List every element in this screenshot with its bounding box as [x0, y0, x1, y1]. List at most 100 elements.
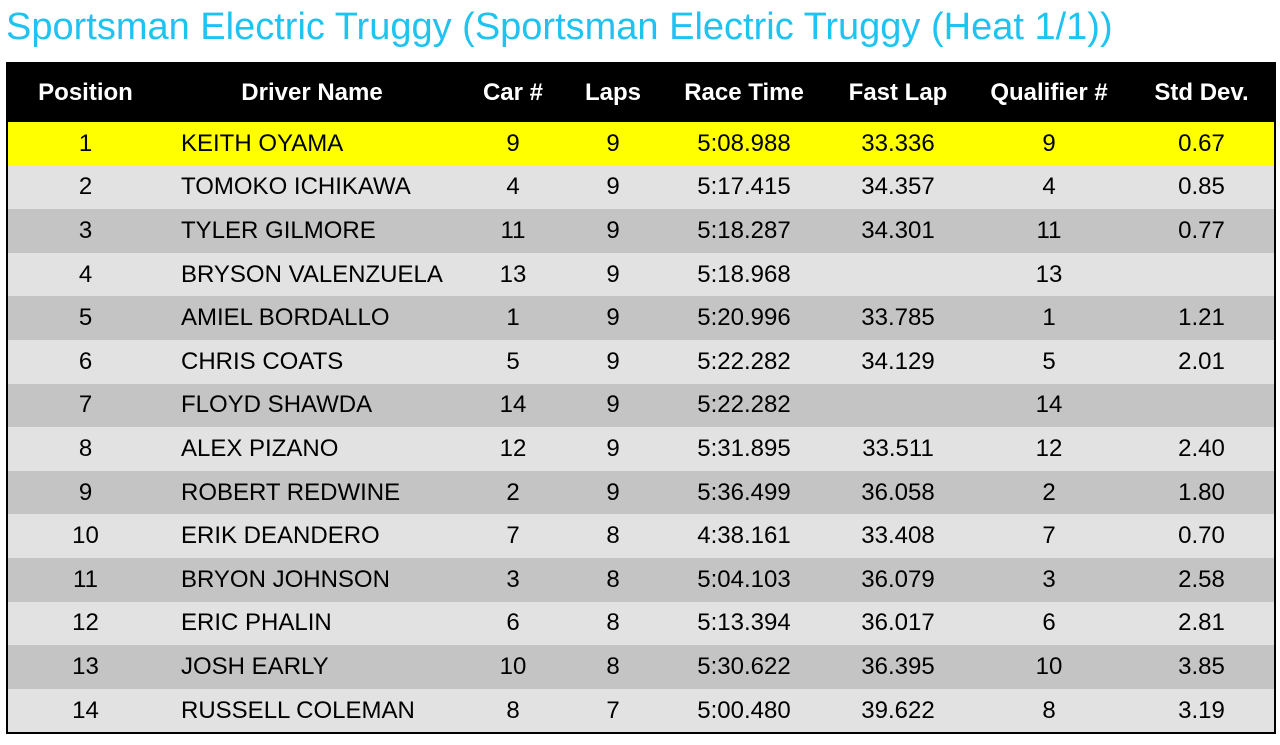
table-row: 12 ERIC PHALIN 6 8 5:13.394 36.017 6 2.81: [7, 601, 1275, 646]
table-cell: 9: [7, 470, 163, 515]
table-cell: 4: [461, 165, 565, 210]
table-cell: 8: [7, 427, 163, 471]
table-cell: 10: [969, 645, 1129, 689]
table-cell: 36.395: [827, 645, 969, 689]
table-cell: 36.079: [827, 557, 969, 602]
table-cell: JOSH EARLY: [163, 645, 461, 689]
table-cell: 1.21: [1129, 296, 1275, 340]
table-cell: ERIK DEANDERO: [163, 514, 461, 558]
table-cell: 5:18.968: [661, 252, 827, 297]
table-cell: 7: [969, 514, 1129, 558]
column-header: Position: [38, 79, 133, 106]
table-body: 1 KEITH OYAMA 9 9 5:08.988 33.336 9 0.67 2 TOMOKO…: [7, 122, 1275, 734]
table-cell: ALEX PIZANO: [163, 427, 461, 471]
table-cell: 2.01: [1129, 339, 1275, 384]
column-header: Std Dev.: [1154, 79, 1249, 106]
table-cell: 8: [565, 557, 661, 602]
table-cell: 9: [565, 470, 661, 515]
table-cell: 10: [461, 645, 565, 689]
table-cell: 5: [969, 339, 1129, 384]
table-cell: 5:31.895: [661, 427, 827, 471]
table-cell: 5:13.394: [661, 601, 827, 646]
table-cell: [827, 252, 969, 297]
column-header: Driver Name: [241, 79, 383, 106]
table-cell: 9: [565, 165, 661, 210]
table-cell: 5:18.287: [661, 209, 827, 253]
table-cell: 8: [565, 514, 661, 558]
table-cell: 5:04.103: [661, 557, 827, 602]
table-cell: 9: [565, 383, 661, 428]
table-cell: 9: [969, 122, 1129, 166]
table-cell: 9: [461, 122, 565, 166]
table-cell: 34.301: [827, 209, 969, 253]
table-row: 11 BRYON JOHNSON 3 8 5:04.103 36.079 3 2.58: [7, 557, 1275, 602]
table-cell: 13: [7, 645, 163, 689]
table-cell: 2: [7, 165, 163, 210]
table-row: 14 RUSSELL COLEMAN 8 7 5:00.480 39.622 8 3.19: [7, 688, 1275, 734]
table-cell: 8: [969, 688, 1129, 734]
table-cell: 33.408: [827, 514, 969, 558]
table-cell: 11: [7, 557, 163, 602]
table-cell: 3: [7, 209, 163, 253]
table-cell: 3.19: [1129, 688, 1275, 734]
table-cell: 5: [461, 339, 565, 384]
page-title: Sportsman Electric Truggy (Sportsman Ele…: [6, 6, 1113, 48]
table-cell: KEITH OYAMA: [163, 122, 461, 166]
table-cell: 34.357: [827, 165, 969, 210]
table-row: 13 JOSH EARLY 10 8 5:30.622 36.395 10 3.85: [7, 645, 1275, 689]
column-header: Fast Lap: [848, 79, 948, 106]
table-cell: 10: [7, 514, 163, 558]
table-cell: AMIEL BORDALLO: [163, 296, 461, 340]
table-row: 1 KEITH OYAMA 9 9 5:08.988 33.336 9 0.67: [7, 122, 1275, 166]
table-cell: 5:30.622: [661, 645, 827, 689]
table-cell: CHRIS COATS: [163, 339, 461, 384]
table-cell: 5:22.282: [661, 383, 827, 428]
table-cell: 5: [7, 296, 163, 340]
table-cell: 14: [969, 383, 1129, 428]
table-cell: ERIC PHALIN: [163, 601, 461, 646]
table-cell: BRYON JOHNSON: [163, 557, 461, 602]
table-cell: 4: [7, 252, 163, 297]
table-cell: 1.80: [1129, 470, 1275, 515]
table-cell: 2: [461, 470, 565, 515]
table-cell: 2.58: [1129, 557, 1275, 602]
results-table: Position Driver Name Car # Laps Race Time Fas…: [6, 62, 1276, 735]
table-cell: 39.622: [827, 688, 969, 734]
table-cell: BRYSON VALENZUELA: [163, 252, 461, 297]
table-row: 10 ERIK DEANDERO 7 8 4:38.161 33.408 7 0.70: [7, 514, 1275, 558]
table-cell: 1: [461, 296, 565, 340]
table-cell: 11: [969, 209, 1129, 253]
table-cell: 6: [7, 339, 163, 384]
table-cell: 33.785: [827, 296, 969, 340]
table-row: 6 CHRIS COATS 5 9 5:22.282 34.129 5 2.01: [7, 339, 1275, 384]
table-cell: 8: [565, 601, 661, 646]
table-cell: RUSSELL COLEMAN: [163, 688, 461, 734]
table-cell: 2.40: [1129, 427, 1275, 471]
table-cell: 33.511: [827, 427, 969, 471]
table-row: 4 BRYSON VALENZUELA 13 9 5:18.968 13: [7, 252, 1275, 297]
table-row: 3 TYLER GILMORE 11 9 5:18.287 34.301 11 0.77: [7, 209, 1275, 253]
table-cell: 5:22.282: [661, 339, 827, 384]
header-row: Position Driver Name Car # Laps Race Time Fas…: [7, 63, 1275, 122]
table-row: 9 ROBERT REDWINE 2 9 5:36.499 36.058 2 1.80: [7, 470, 1275, 515]
table-cell: 13: [461, 252, 565, 297]
table-cell: [1129, 383, 1275, 428]
table-cell: 5:00.480: [661, 688, 827, 734]
table-cell: 6: [969, 601, 1129, 646]
table-cell: 9: [565, 296, 661, 340]
table-cell: 0.77: [1129, 209, 1275, 253]
table-cell: 11: [461, 209, 565, 253]
table-cell: 0.67: [1129, 122, 1275, 166]
table-row: 8 ALEX PIZANO 12 9 5:31.895 33.511 12 2.40: [7, 427, 1275, 471]
table-cell: [827, 383, 969, 428]
table-row: 5 AMIEL BORDALLO 1 9 5:20.996 33.785 1 1.21: [7, 296, 1275, 340]
table-cell: 4:38.161: [661, 514, 827, 558]
table-cell: 7: [565, 688, 661, 734]
table-cell: 3.85: [1129, 645, 1275, 689]
table-cell: 4: [969, 165, 1129, 210]
table-cell: 0.85: [1129, 165, 1275, 210]
table-cell: 5:20.996: [661, 296, 827, 340]
column-header: Race Time: [684, 79, 804, 106]
table-cell: 14: [461, 383, 565, 428]
